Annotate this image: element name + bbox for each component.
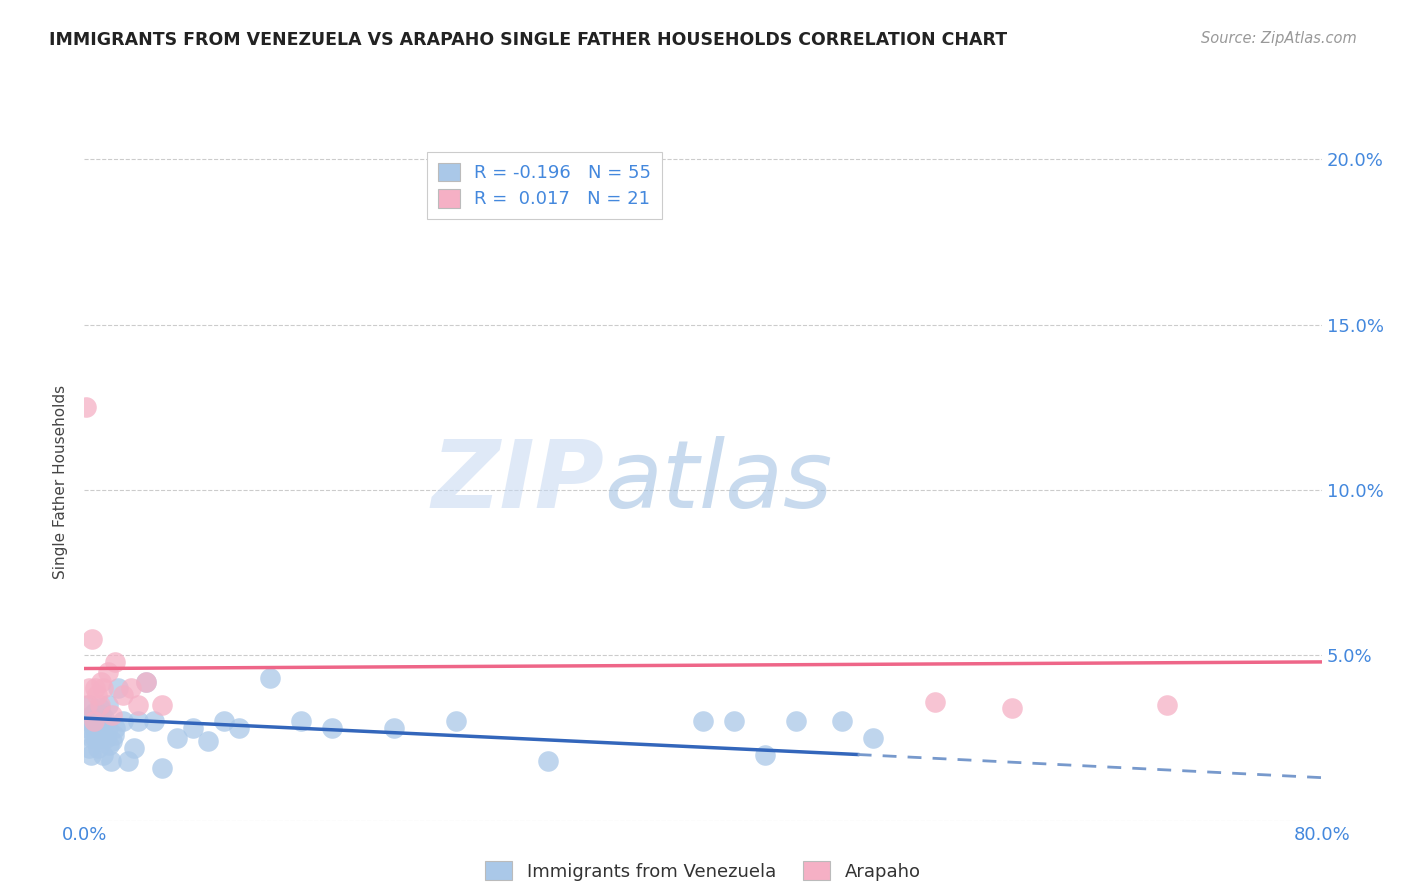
Point xyxy=(103,728,125,742)
Point xyxy=(77,698,100,712)
Point xyxy=(89,698,111,712)
Point xyxy=(444,714,467,729)
Point xyxy=(128,698,150,712)
Point xyxy=(98,738,121,752)
Point xyxy=(91,717,114,731)
Point xyxy=(104,655,127,669)
Point xyxy=(382,721,405,735)
Point xyxy=(90,731,112,745)
Text: atlas: atlas xyxy=(605,436,832,527)
Point xyxy=(104,721,127,735)
Point xyxy=(537,754,560,768)
Point xyxy=(120,681,142,696)
Point xyxy=(143,714,166,729)
Point xyxy=(100,754,122,768)
Point xyxy=(112,688,135,702)
Point xyxy=(97,665,120,679)
Point xyxy=(83,721,105,735)
Point xyxy=(107,681,129,696)
Y-axis label: Single Father Households: Single Father Households xyxy=(53,384,69,579)
Point xyxy=(128,714,150,729)
Point xyxy=(135,674,157,689)
Point xyxy=(89,721,111,735)
Point xyxy=(91,747,114,762)
Legend: Immigrants from Venezuela, Arapaho: Immigrants from Venezuela, Arapaho xyxy=(477,852,929,889)
Point xyxy=(94,731,117,745)
Point xyxy=(785,714,807,729)
Point xyxy=(290,714,312,729)
Text: IMMIGRANTS FROM VENEZUELA VS ARAPAHO SINGLE FATHER HOUSEHOLDS CORRELATION CHART: IMMIGRANTS FROM VENEZUELA VS ARAPAHO SIN… xyxy=(49,31,1007,49)
Point xyxy=(86,688,108,702)
Point xyxy=(76,721,98,735)
Point xyxy=(84,731,107,745)
Point xyxy=(692,714,714,729)
Point xyxy=(97,721,120,735)
Point xyxy=(79,747,101,762)
Point xyxy=(723,714,745,729)
Point xyxy=(97,698,120,712)
Point xyxy=(86,728,108,742)
Point xyxy=(87,740,110,755)
Point xyxy=(83,714,105,729)
Point xyxy=(82,731,104,745)
Point xyxy=(84,681,107,696)
Point xyxy=(82,707,104,722)
Point xyxy=(112,714,135,729)
Point xyxy=(1001,701,1024,715)
Point xyxy=(166,731,188,745)
Point xyxy=(93,711,115,725)
Point xyxy=(321,721,343,735)
Point xyxy=(101,707,124,722)
Point xyxy=(83,711,105,725)
Point xyxy=(90,707,112,722)
Point xyxy=(754,747,776,762)
Point xyxy=(86,717,108,731)
Point xyxy=(77,681,100,696)
Point xyxy=(82,632,104,646)
Point xyxy=(1156,698,1178,712)
Point xyxy=(122,740,145,755)
Point xyxy=(150,761,173,775)
Point xyxy=(91,681,114,696)
Point xyxy=(181,721,204,735)
Point xyxy=(84,705,107,719)
Point xyxy=(228,721,250,735)
Point xyxy=(831,714,853,729)
Point xyxy=(117,754,139,768)
Point xyxy=(76,698,98,712)
Point xyxy=(87,714,110,729)
Point xyxy=(212,714,235,729)
Point xyxy=(862,731,884,745)
Point xyxy=(259,672,281,686)
Point xyxy=(89,701,111,715)
Point xyxy=(924,695,946,709)
Text: Source: ZipAtlas.com: Source: ZipAtlas.com xyxy=(1201,31,1357,46)
Point xyxy=(90,674,112,689)
Point xyxy=(150,698,173,712)
Point xyxy=(75,401,97,415)
Point xyxy=(135,674,157,689)
Point xyxy=(197,734,219,748)
Point xyxy=(77,740,100,755)
Text: ZIP: ZIP xyxy=(432,435,605,528)
Point xyxy=(75,714,97,729)
Point xyxy=(101,734,124,748)
